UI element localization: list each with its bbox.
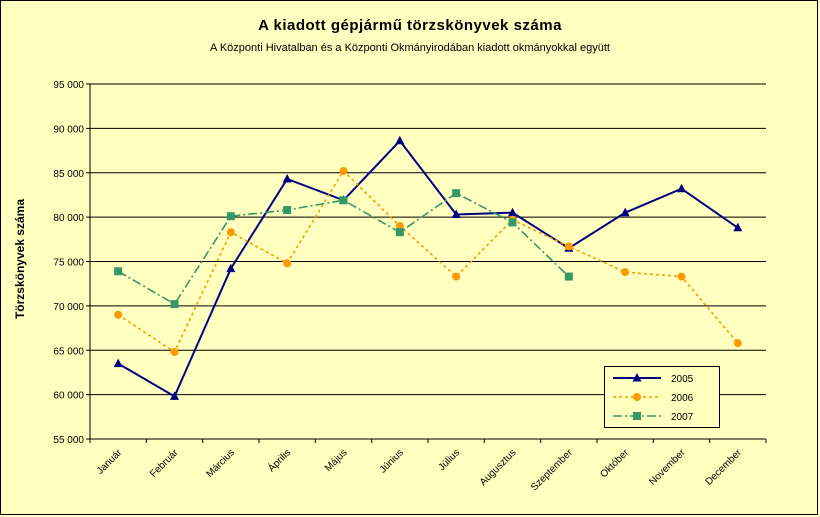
x-tick-label: Október <box>598 447 631 480</box>
data-point-2007 <box>114 267 123 276</box>
data-point-2005 <box>226 263 236 273</box>
data-point-2007 <box>283 206 292 215</box>
y-tick-label: 85 000 <box>53 169 84 180</box>
legend-marker-2006 <box>633 393 641 401</box>
data-point-2007 <box>452 189 461 198</box>
data-point-2006 <box>733 339 742 348</box>
data-point-2006 <box>621 268 630 277</box>
series-line-2005 <box>117 139 739 398</box>
data-point-2005 <box>282 173 292 183</box>
y-tick-label: 65 000 <box>53 346 84 357</box>
data-point-2005 <box>170 391 179 400</box>
data-point-2005 <box>677 183 686 193</box>
y-tick-label: 95 000 <box>53 80 84 91</box>
x-tick-label: Augusztus <box>478 447 519 488</box>
data-point-2006 <box>339 166 348 175</box>
x-tick-label: Május <box>323 447 350 474</box>
data-point-2005 <box>620 207 630 217</box>
x-tick-label: Június <box>378 447 406 475</box>
legend: 2005 2006 2007 <box>604 366 720 428</box>
data-point-2005 <box>451 209 461 218</box>
data-point-2006 <box>114 310 123 319</box>
y-tick-label: 55 000 <box>53 435 84 446</box>
x-tick-label: Február <box>148 447 181 480</box>
legend-label: 2005 <box>671 374 694 385</box>
y-tick-label: 70 000 <box>53 302 84 313</box>
data-point-2006 <box>677 272 686 281</box>
x-tick-label: Szeptember <box>529 447 575 493</box>
legend-marker-2005 <box>632 373 642 382</box>
x-tick-label: Július <box>436 447 462 473</box>
series-line-2007 <box>117 192 570 306</box>
data-point-2005 <box>395 135 405 145</box>
chart-subtitle: A Központi Hivatalban és a Központi Okmá… <box>210 42 610 54</box>
x-tick-label: December <box>704 447 745 488</box>
data-point-2006 <box>452 272 461 281</box>
legend-label: 2007 <box>671 412 694 423</box>
data-point-2007 <box>564 272 573 281</box>
data-point-2005 <box>508 207 517 217</box>
y-tick-label: 60 000 <box>53 391 84 402</box>
data-point-2007 <box>395 228 404 237</box>
data-point-2005 <box>733 222 743 232</box>
legend-label: 2006 <box>671 393 694 404</box>
y-tick-label: 75 000 <box>53 258 84 269</box>
x-tick-label: November <box>647 447 688 488</box>
data-point-2007 <box>508 218 517 227</box>
data-point-2007 <box>226 212 235 221</box>
data-point-2007 <box>339 196 348 205</box>
x-tick-label: Április <box>265 446 293 474</box>
data-point-2005 <box>113 358 123 368</box>
legend-marker-2007 <box>633 412 641 420</box>
x-tick-label: Március <box>204 447 237 480</box>
data-point-2006 <box>170 348 179 357</box>
data-point-2006 <box>564 242 573 251</box>
series-line-2006 <box>117 169 739 354</box>
y-tick-label: 80 000 <box>53 213 84 224</box>
data-point-2006 <box>395 222 404 230</box>
legend-graphics: 2005 2006 2007 <box>613 373 694 423</box>
data-point-2006 <box>226 228 235 237</box>
chart-title: A kiadott gépjármű törzskönyvek száma <box>258 17 562 34</box>
data-point-2007 <box>170 300 179 309</box>
data-point-2006 <box>283 259 292 268</box>
y-tick-label: 90 000 <box>53 124 84 135</box>
x-tick-label: Január <box>95 447 125 477</box>
